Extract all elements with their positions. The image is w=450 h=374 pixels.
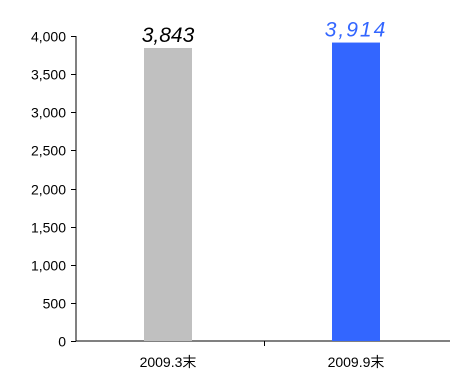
bars [144,42,380,342]
data-labels: 3,843 3,914 [142,19,388,47]
category-label: 2009.9末 [328,354,385,370]
y-tick-label: 3,000 [31,105,66,121]
bar [332,42,380,342]
y-tick-label: 1,000 [31,258,66,274]
y-tick-label: 3,500 [31,67,66,83]
bar [144,47,192,341]
y-tick-label: 500 [43,296,67,312]
y-tick-label: 4,000 [31,29,66,45]
y-tick-label: 2,000 [31,182,66,198]
y-tick-label: 0 [58,334,66,350]
data-label: 3,843 [142,24,195,47]
category-label: 2009.3末 [140,354,197,370]
y-tick-label: 2,500 [31,143,66,159]
x-axis [76,340,450,346]
y-axis: 0 500 1,000 1,500 2,000 2,500 3,000 3,500 4,000 [31,29,77,350]
category-labels: 2009.3末 2009.9末 [140,354,385,370]
y-ticks: 0 500 1,000 1,500 2,000 2,500 3,000 3,500 4,000 [31,29,76,350]
data-label: 3,914 [325,19,388,42]
y-tick-label: 1,500 [31,220,66,236]
